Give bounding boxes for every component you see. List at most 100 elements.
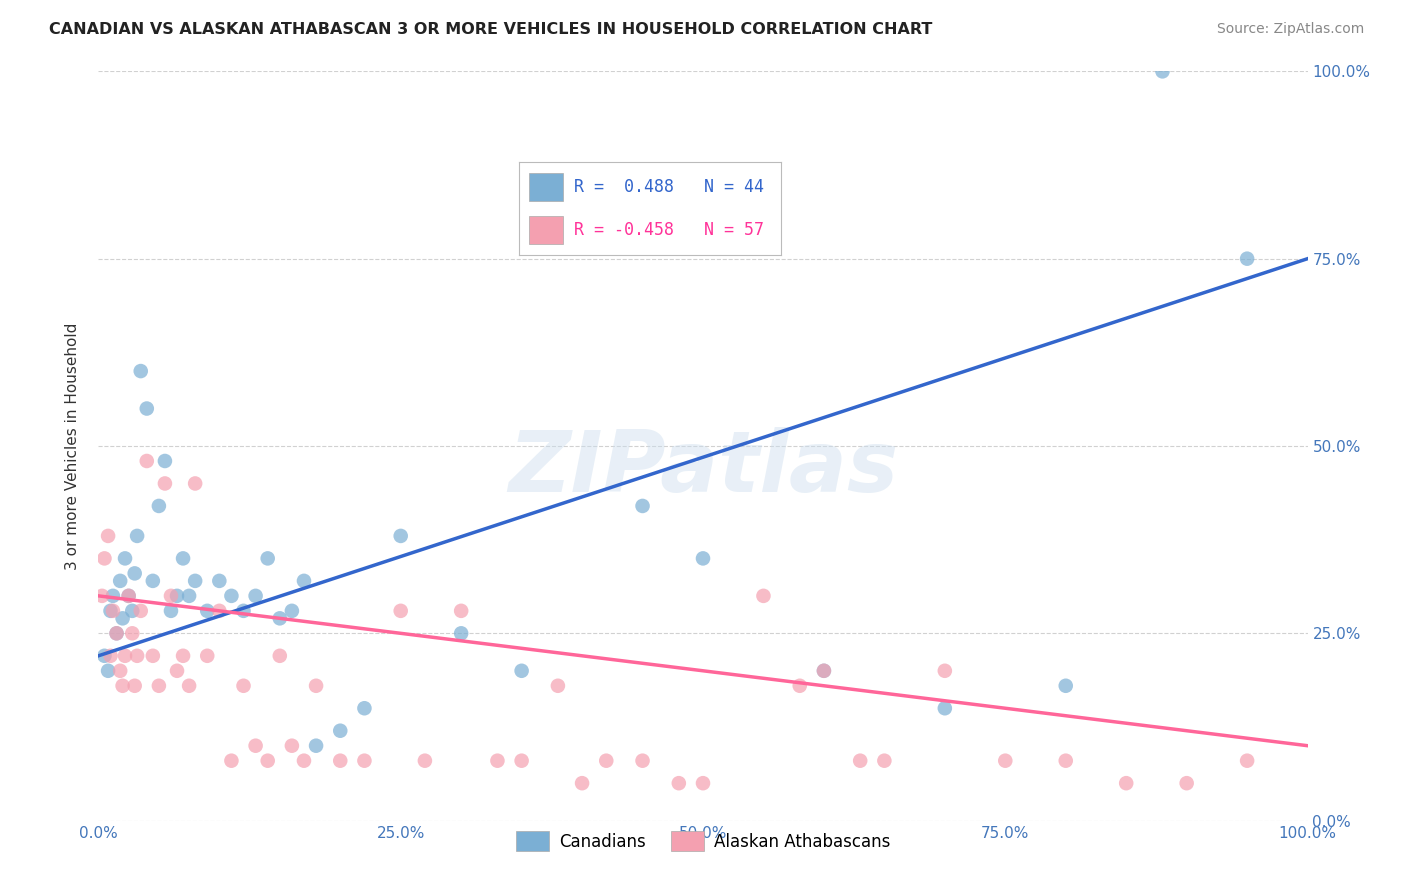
Point <box>124 566 146 581</box>
Point <box>269 648 291 663</box>
Point <box>172 648 194 663</box>
Point <box>195 604 218 618</box>
Point <box>121 604 143 618</box>
Point <box>305 739 328 753</box>
Point <box>389 529 412 543</box>
Point <box>281 604 304 618</box>
Point <box>135 454 157 468</box>
Point <box>934 701 956 715</box>
Point <box>153 454 176 468</box>
Text: CANADIAN VS ALASKAN ATHABASCAN 3 OR MORE VEHICLES IN HOUSEHOLD CORRELATION CHART: CANADIAN VS ALASKAN ATHABASCAN 3 OR MORE… <box>49 22 932 37</box>
Point <box>97 529 120 543</box>
Point <box>281 739 304 753</box>
Legend: Canadians, Alaskan Athabascans: Canadians, Alaskan Athabascans <box>509 825 897 857</box>
Point <box>1175 776 1198 790</box>
Y-axis label: 3 or more Vehicles in Household: 3 or more Vehicles in Household <box>65 322 80 570</box>
Point <box>129 604 152 618</box>
Point <box>142 574 165 588</box>
Point <box>292 754 315 768</box>
Point <box>111 679 134 693</box>
Text: R = -0.458   N = 57: R = -0.458 N = 57 <box>574 220 763 239</box>
Point <box>510 664 533 678</box>
Point <box>256 551 278 566</box>
Point <box>752 589 775 603</box>
Point <box>994 754 1017 768</box>
Point <box>450 626 472 640</box>
Point <box>232 604 254 618</box>
Point <box>127 529 149 543</box>
Point <box>849 754 872 768</box>
Point <box>142 648 165 663</box>
Text: R =  0.488   N = 44: R = 0.488 N = 44 <box>574 178 763 196</box>
Point <box>105 626 128 640</box>
Text: ZIPatlas: ZIPatlas <box>508 427 898 510</box>
Point <box>486 754 509 768</box>
Point <box>101 604 124 618</box>
Point <box>108 574 131 588</box>
Point <box>692 776 714 790</box>
Point <box>269 611 291 625</box>
Point <box>934 664 956 678</box>
Point <box>413 754 436 768</box>
Point <box>101 589 124 603</box>
Point <box>114 551 136 566</box>
Point <box>292 574 315 588</box>
Point <box>153 476 176 491</box>
Point <box>148 499 170 513</box>
Point <box>789 679 811 693</box>
Point <box>353 701 375 715</box>
Point <box>118 589 141 603</box>
Point <box>91 589 114 603</box>
FancyBboxPatch shape <box>530 173 564 201</box>
Point <box>208 604 231 618</box>
Point <box>692 551 714 566</box>
Point <box>631 499 654 513</box>
Point <box>1115 776 1137 790</box>
Point <box>1236 252 1258 266</box>
Point <box>245 589 267 603</box>
Point <box>111 611 134 625</box>
Point <box>105 626 128 640</box>
Point <box>195 648 218 663</box>
Point <box>135 401 157 416</box>
Point <box>124 679 146 693</box>
Point <box>221 589 243 603</box>
Point <box>166 589 188 603</box>
Point <box>129 364 152 378</box>
Point <box>668 776 690 790</box>
Point <box>184 574 207 588</box>
Point <box>353 754 375 768</box>
Point <box>450 604 472 618</box>
Point <box>100 604 122 618</box>
Point <box>631 754 654 768</box>
Point <box>329 754 352 768</box>
Point <box>329 723 352 738</box>
Point <box>93 648 115 663</box>
Point <box>160 604 183 618</box>
Point <box>256 754 278 768</box>
Point <box>160 589 183 603</box>
Point <box>166 664 188 678</box>
Point <box>1054 754 1077 768</box>
Point <box>1236 754 1258 768</box>
Point <box>184 476 207 491</box>
Point <box>305 679 328 693</box>
Point <box>510 754 533 768</box>
Point <box>813 664 835 678</box>
Point <box>114 648 136 663</box>
Point <box>1054 679 1077 693</box>
Point <box>208 574 231 588</box>
Point <box>813 664 835 678</box>
Point <box>571 776 593 790</box>
Point <box>179 589 201 603</box>
Point <box>547 679 569 693</box>
Point <box>232 679 254 693</box>
Text: Source: ZipAtlas.com: Source: ZipAtlas.com <box>1216 22 1364 37</box>
Point <box>100 648 122 663</box>
Point <box>121 626 143 640</box>
Point <box>221 754 243 768</box>
Point <box>93 551 115 566</box>
Point <box>389 604 412 618</box>
Point <box>97 664 120 678</box>
Point <box>118 589 141 603</box>
